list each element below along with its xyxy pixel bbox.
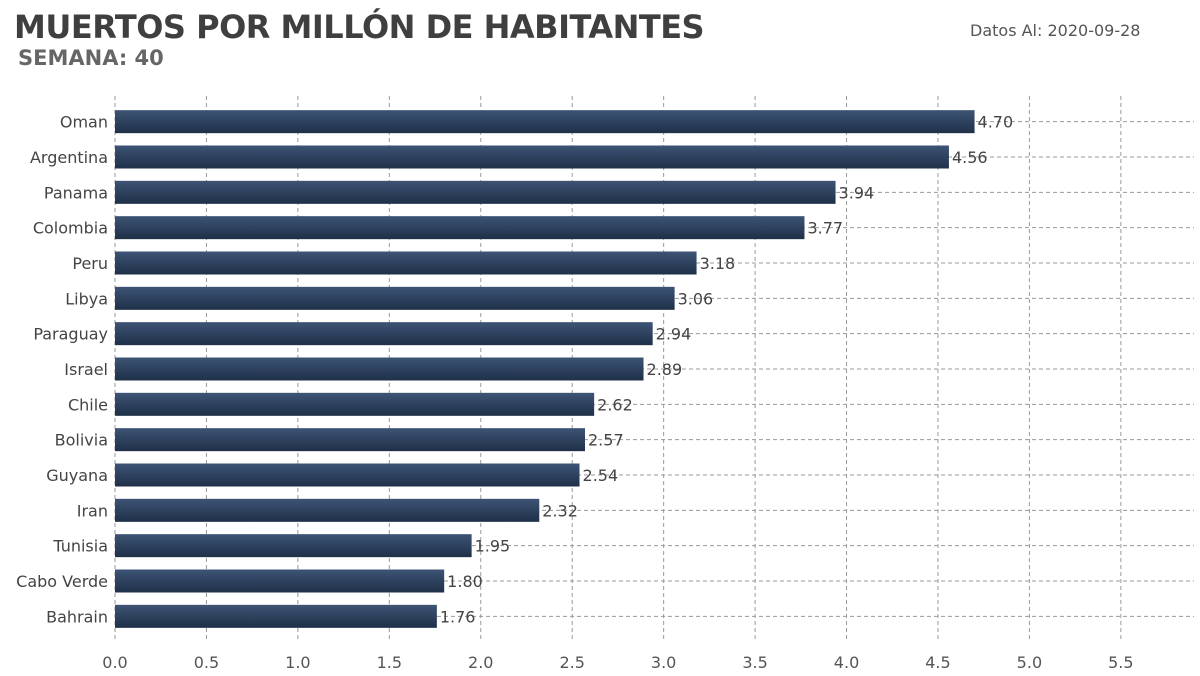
- category-label: Bolivia: [55, 431, 108, 450]
- bar: [115, 428, 586, 452]
- bar: [115, 392, 595, 416]
- value-label: 3.94: [839, 183, 875, 202]
- bar: [115, 463, 580, 487]
- category-label: Paraguay: [33, 325, 108, 344]
- category-label: Panama: [44, 183, 108, 202]
- category-label: Oman: [60, 113, 108, 132]
- data-date: Datos Al: 2020-09-28: [970, 21, 1140, 40]
- labels: 0.0 0.5 1.0 1.5 2.0 2.5 3.0 3.5 4.0 4.5 5.0 5.5 Oman…: [16, 113, 1133, 672]
- category-label: Colombia: [33, 219, 108, 238]
- x-tick-label: 0.0: [102, 653, 127, 672]
- data-date-prefix: Datos Al:: [970, 21, 1043, 40]
- chart-subtitle: SEMANA: 40: [18, 46, 164, 70]
- bars: [115, 110, 975, 628]
- bar: [115, 534, 472, 558]
- bar: [115, 110, 975, 134]
- category-label: Argentina: [30, 148, 108, 167]
- category-label: Libya: [65, 289, 108, 308]
- category-label: Israel: [64, 360, 108, 379]
- value-label: 3.06: [678, 289, 714, 308]
- data-date-value: 2020-09-28: [1047, 21, 1141, 40]
- value-label: 1.76: [440, 607, 476, 626]
- value-label: 2.94: [656, 325, 692, 344]
- value-label: 4.56: [952, 148, 988, 167]
- value-label: 3.18: [700, 254, 736, 273]
- category-label: Iran: [77, 501, 108, 520]
- x-tick-label: 4.5: [925, 653, 950, 672]
- bar: [115, 498, 540, 522]
- value-label: 3.77: [807, 219, 843, 238]
- category-label: Tunisia: [52, 537, 108, 556]
- bar: [115, 322, 653, 346]
- value-label: 2.54: [583, 466, 619, 485]
- category-label: Chile: [68, 395, 108, 414]
- category-label: Peru: [72, 254, 108, 273]
- x-tick-label: 0.5: [194, 653, 219, 672]
- category-label: Guyana: [46, 466, 108, 485]
- value-label: 4.70: [978, 113, 1014, 132]
- x-tick-label: 2.0: [468, 653, 493, 672]
- bar: [115, 604, 437, 628]
- bar: [115, 145, 949, 169]
- chart-title: MUERTOS POR MILLÓN DE HABITANTES: [14, 8, 705, 46]
- value-label: 2.57: [588, 431, 624, 450]
- bar: [115, 251, 697, 275]
- x-tick-label: 3.5: [742, 653, 767, 672]
- x-tick-label: 1.0: [285, 653, 310, 672]
- bar: [115, 357, 644, 381]
- x-tick-label: 2.5: [559, 653, 584, 672]
- x-tick-label: 4.0: [834, 653, 859, 672]
- value-label: 1.80: [447, 572, 483, 591]
- x-tick-label: 5.5: [1108, 653, 1133, 672]
- value-label: 2.89: [647, 360, 683, 379]
- value-label: 1.95: [475, 537, 511, 556]
- bar: [115, 286, 675, 310]
- x-tick-label: 5.0: [1017, 653, 1042, 672]
- bar: [115, 180, 836, 204]
- value-label: 2.62: [597, 395, 633, 414]
- category-label: Bahrain: [46, 607, 108, 626]
- value-label: 2.32: [542, 501, 578, 520]
- bar: [115, 569, 445, 593]
- category-label: Cabo Verde: [16, 572, 108, 591]
- bar: [115, 216, 805, 240]
- x-tick-label: 1.5: [377, 653, 402, 672]
- x-tick-label: 3.0: [651, 653, 676, 672]
